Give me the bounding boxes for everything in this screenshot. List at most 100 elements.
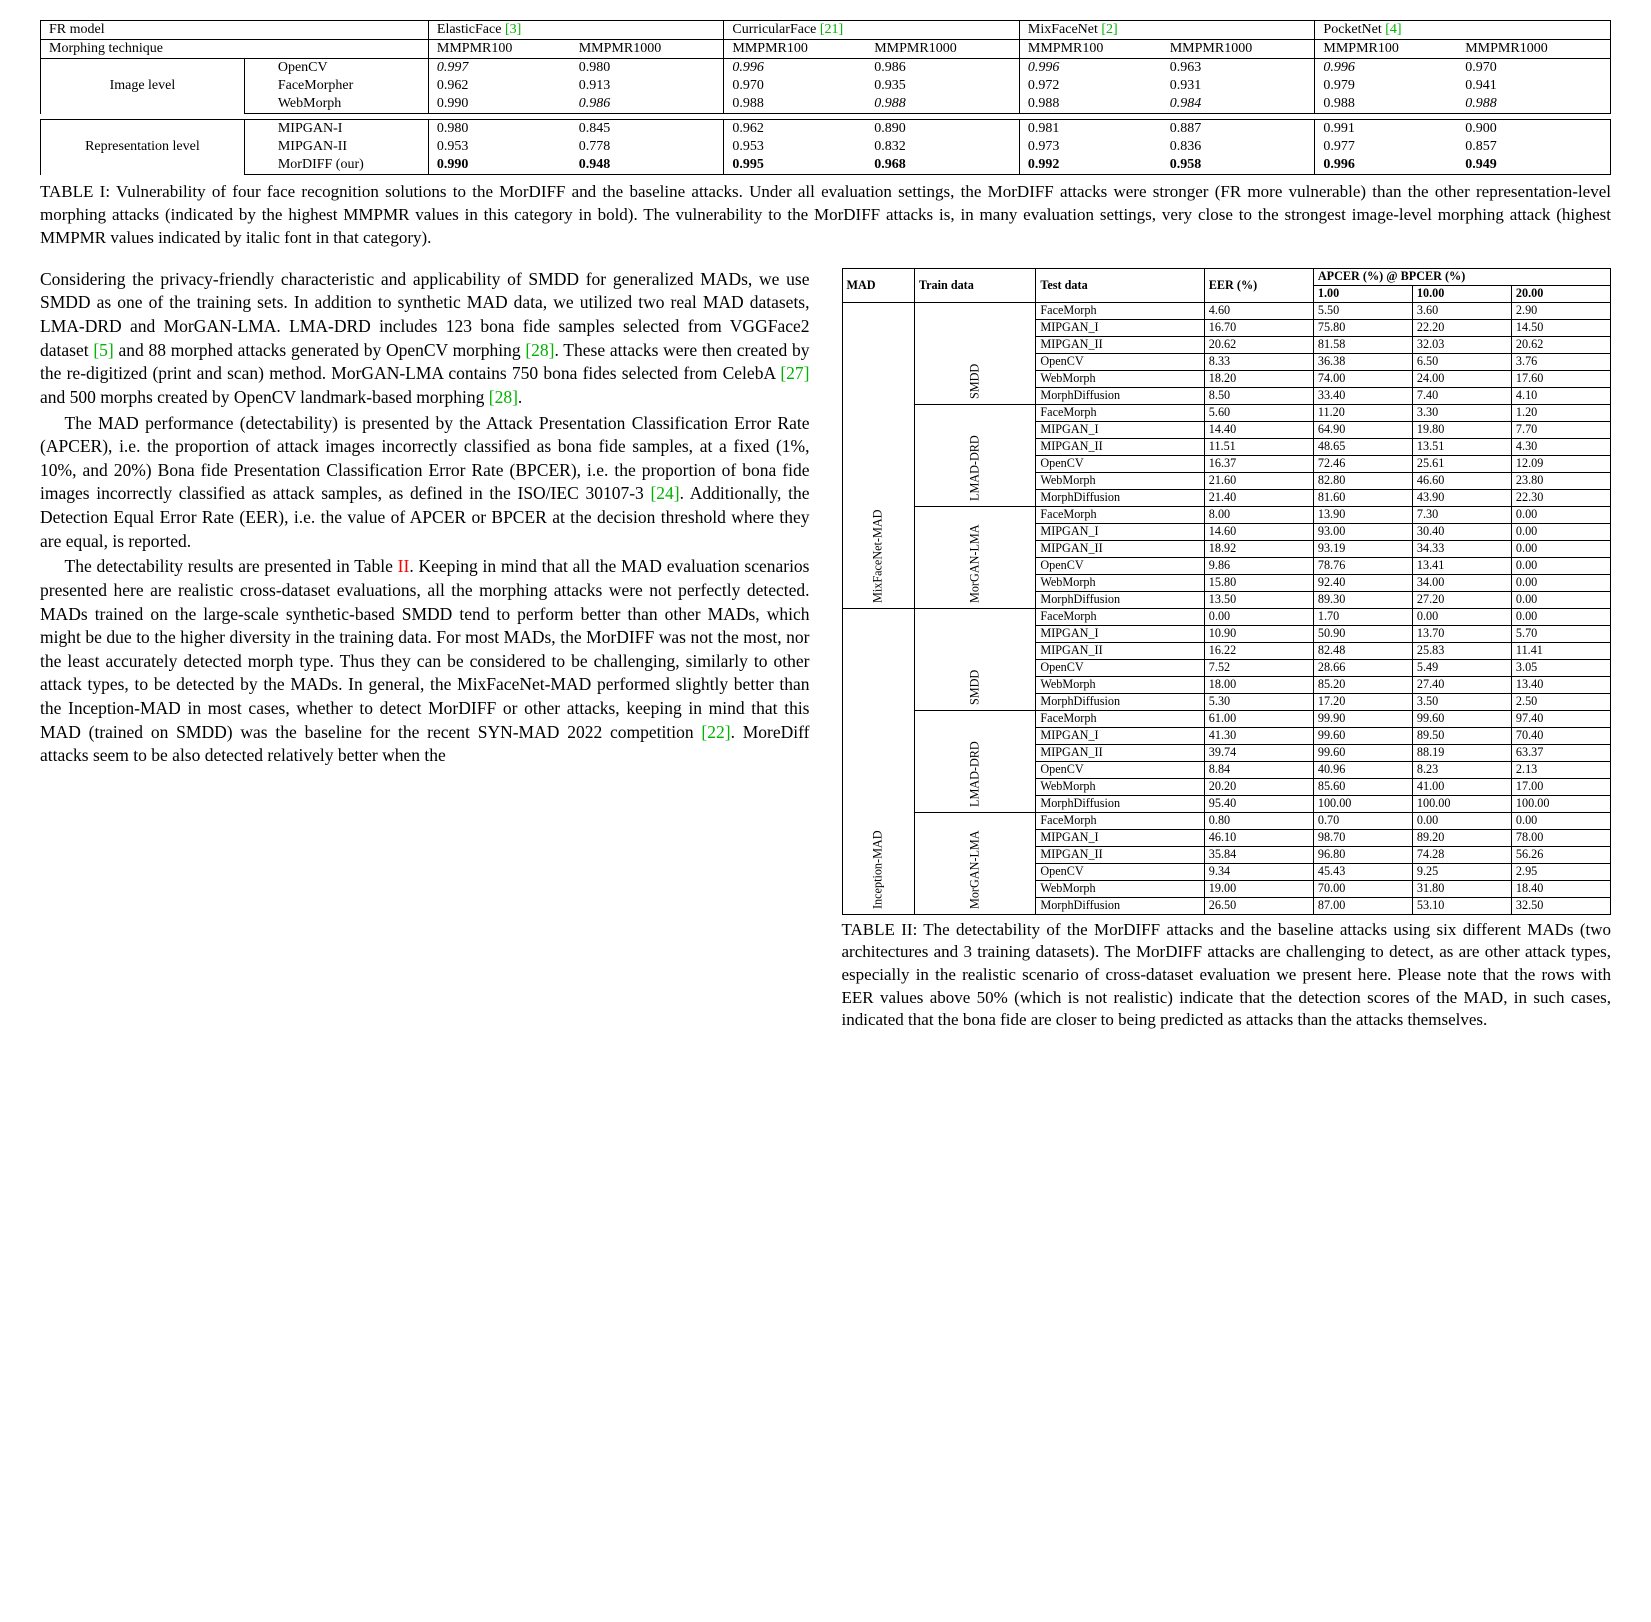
t2-value: 32.50	[1511, 897, 1610, 914]
t2-value: 48.65	[1313, 438, 1412, 455]
t2-value: 99.90	[1313, 710, 1412, 727]
test-name: MIPGAN_I	[1036, 625, 1204, 642]
metric-value: 0.963	[1162, 59, 1315, 78]
t2-value: 8.23	[1412, 761, 1511, 778]
metric-value: 0.988	[1019, 95, 1161, 114]
cite-24: [24]	[650, 483, 679, 503]
t2-value: 50.90	[1313, 625, 1412, 642]
t2-value: 4.60	[1204, 302, 1313, 319]
t2-value: 95.40	[1204, 795, 1313, 812]
table-1: FR modelElasticFace [3]CurricularFace [2…	[40, 20, 1611, 175]
test-name: MIPGAN_I	[1036, 319, 1204, 336]
test-name: MIPGAN_II	[1036, 642, 1204, 659]
test-name: FaceMorph	[1036, 812, 1204, 829]
t2-value: 13.51	[1412, 438, 1511, 455]
metric-value: 0.992	[1019, 156, 1161, 175]
t2-value: 1.20	[1511, 404, 1610, 421]
t2-value: 17.60	[1511, 370, 1610, 387]
t2-header: 1.00	[1313, 285, 1412, 302]
test-name: MIPGAN_I	[1036, 421, 1204, 438]
metric-value: 0.900	[1457, 120, 1610, 139]
metric-value: 0.953	[724, 138, 866, 156]
test-name: MorphDiffusion	[1036, 795, 1204, 812]
t2-value: 0.00	[1412, 812, 1511, 829]
test-name: WebMorph	[1036, 778, 1204, 795]
train-name: MorGAN-LMA	[914, 812, 1036, 914]
t2-value: 30.40	[1412, 523, 1511, 540]
t2-value: 82.80	[1313, 472, 1412, 489]
t2-header: Train data	[914, 268, 1036, 302]
t2-value: 22.20	[1412, 319, 1511, 336]
test-name: MorphDiffusion	[1036, 591, 1204, 608]
t2-value: 46.10	[1204, 829, 1313, 846]
t2-value: 21.40	[1204, 489, 1313, 506]
t2-value: 97.40	[1511, 710, 1610, 727]
t2-value: 0.00	[1511, 591, 1610, 608]
t2-value: 100.00	[1511, 795, 1610, 812]
metric-value: 0.988	[1457, 95, 1610, 114]
t2-value: 87.00	[1313, 897, 1412, 914]
test-name: WebMorph	[1036, 880, 1204, 897]
metric-value: 0.997	[428, 59, 570, 78]
t2-value: 18.20	[1204, 370, 1313, 387]
t2-value: 16.70	[1204, 319, 1313, 336]
metric-value: 0.984	[1162, 95, 1315, 114]
hdr-metric: MMPMR1000	[1457, 40, 1610, 59]
table-2-id: TABLE II	[842, 920, 913, 939]
t2-value: 5.60	[1204, 404, 1313, 421]
table-1-id: TABLE I	[40, 182, 105, 201]
t2-header: EER (%)	[1204, 268, 1313, 302]
t2-value: 1.70	[1313, 608, 1412, 625]
metric-value: 0.962	[428, 77, 570, 95]
t2-value: 20.20	[1204, 778, 1313, 795]
table-2-caption-text: : The detectability of the MorDIFF attac…	[842, 920, 1612, 1029]
test-name: FaceMorph	[1036, 608, 1204, 625]
t2-value: 5.49	[1412, 659, 1511, 676]
t2-value: 18.92	[1204, 540, 1313, 557]
train-name: LMAD-DRD	[914, 404, 1036, 506]
t2-value: 34.33	[1412, 540, 1511, 557]
t2-value: 27.20	[1412, 591, 1511, 608]
test-name: WebMorph	[1036, 574, 1204, 591]
left-column: Considering the privacy-friendly charact…	[40, 268, 810, 1032]
metric-value: 0.979	[1315, 77, 1457, 95]
t2-value: 82.48	[1313, 642, 1412, 659]
t2-value: 99.60	[1313, 744, 1412, 761]
t2-value: 7.70	[1511, 421, 1610, 438]
t2-value: 27.40	[1412, 676, 1511, 693]
test-name: MIPGAN_II	[1036, 438, 1204, 455]
t2-value: 8.84	[1204, 761, 1313, 778]
t2-value: 4.30	[1511, 438, 1610, 455]
t2-value: 9.34	[1204, 863, 1313, 880]
t2-value: 2.95	[1511, 863, 1610, 880]
test-name: MIPGAN_I	[1036, 523, 1204, 540]
test-name: MorphDiffusion	[1036, 693, 1204, 710]
metric-value: 0.972	[1019, 77, 1161, 95]
t2-header: 10.00	[1412, 285, 1511, 302]
test-name: FaceMorph	[1036, 404, 1204, 421]
metric-value: 0.970	[1457, 59, 1610, 78]
t2-value: 28.66	[1313, 659, 1412, 676]
t2-value: 78.76	[1313, 557, 1412, 574]
t2-value: 16.37	[1204, 455, 1313, 472]
hdr-metric: MMPMR100	[1315, 40, 1457, 59]
metric-value: 0.986	[571, 95, 724, 114]
test-name: MIPGAN_II	[1036, 540, 1204, 557]
technique-name: OpenCV	[270, 59, 429, 78]
t2-value: 5.30	[1204, 693, 1313, 710]
t2-value: 43.90	[1412, 489, 1511, 506]
metric-value: 0.973	[1019, 138, 1161, 156]
test-name: MIPGAN_II	[1036, 336, 1204, 353]
metric-value: 0.996	[1315, 59, 1457, 78]
t2-value: 20.62	[1511, 336, 1610, 353]
t2-value: 2.90	[1511, 302, 1610, 319]
t2-header: APCER (%) @ BPCER (%)	[1313, 268, 1610, 285]
technique-name: MorDIFF (our)	[270, 156, 429, 175]
t2-value: 46.60	[1412, 472, 1511, 489]
t2-value: 3.60	[1412, 302, 1511, 319]
t2-value: 92.40	[1313, 574, 1412, 591]
t2-value: 13.40	[1511, 676, 1610, 693]
t2-value: 16.22	[1204, 642, 1313, 659]
t2-value: 12.09	[1511, 455, 1610, 472]
para-2: The MAD performance (detectability) is p…	[40, 412, 810, 554]
